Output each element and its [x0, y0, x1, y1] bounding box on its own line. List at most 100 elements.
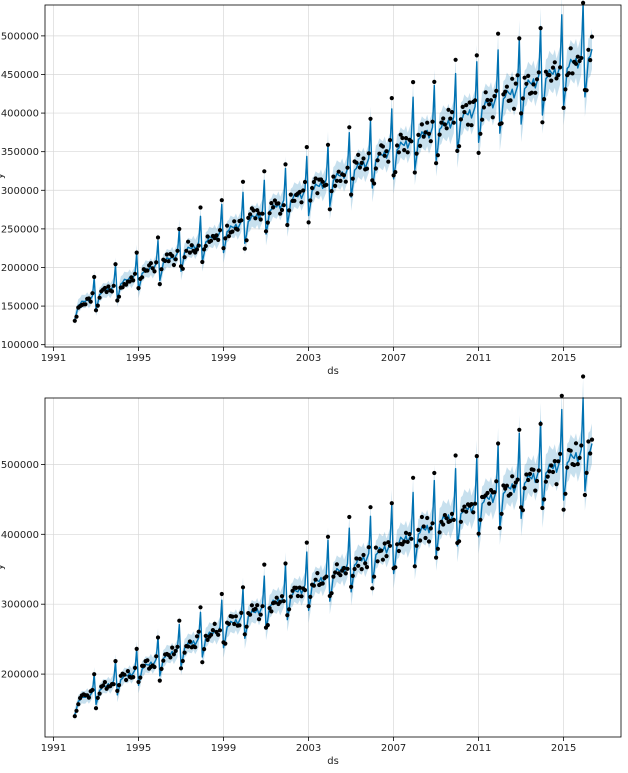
data-point: [515, 73, 520, 78]
data-point: [260, 604, 265, 609]
data-point: [540, 505, 545, 511]
data-point: [526, 73, 531, 78]
data-point: [269, 609, 274, 614]
x-tick-label: 2007: [381, 743, 406, 754]
x-tick-label: 2011: [466, 353, 491, 364]
data-point: [182, 650, 187, 655]
data-point: [92, 672, 97, 677]
data-point: [244, 238, 249, 243]
x-tick-label: 1995: [126, 743, 151, 754]
data-point: [232, 219, 237, 224]
data-point: [588, 58, 593, 63]
data-point: [274, 595, 279, 600]
data-point: [202, 247, 207, 252]
data-point: [288, 594, 293, 599]
chart-top: 100000 150000 200000 250000 300000 350000 4000…: [0, 0, 622, 377]
data-point: [372, 181, 377, 186]
data-point: [565, 465, 570, 470]
uncertainty-band: [74, 0, 592, 326]
data-point: [451, 120, 456, 125]
data-point: [460, 508, 465, 513]
data-point: [570, 71, 575, 76]
data-point: [226, 621, 231, 627]
data-point: [279, 207, 285, 213]
data-point: [533, 90, 538, 95]
data-point: [111, 283, 116, 288]
data-point: [379, 548, 384, 553]
data-point: [299, 200, 304, 205]
data-point: [287, 208, 292, 213]
x-axis-label: ds: [327, 756, 339, 767]
data-point: [242, 246, 247, 251]
data-point: [272, 600, 277, 605]
data-point: [402, 148, 407, 153]
data-point: [568, 448, 573, 453]
data-point: [134, 646, 139, 652]
data-point: [345, 566, 350, 571]
data-point: [409, 139, 414, 144]
data-point: [92, 274, 97, 280]
forecast-line: [74, 2, 593, 320]
data-point: [364, 166, 370, 171]
data-point: [519, 111, 524, 116]
data-point: [198, 605, 203, 610]
data-point: [301, 188, 306, 193]
y-tick-label: 300000: [1, 186, 39, 197]
data-point: [460, 104, 465, 109]
data-point: [244, 624, 249, 629]
data-point: [458, 519, 463, 524]
data-point: [545, 474, 550, 479]
data-point: [513, 81, 518, 86]
x-tick-label: 2011: [466, 743, 491, 754]
data-point: [276, 201, 281, 206]
data-point: [253, 606, 258, 612]
data-point: [361, 156, 366, 161]
data-point: [386, 540, 391, 545]
data-point: [393, 170, 398, 175]
data-point: [487, 102, 492, 107]
data-point: [265, 220, 270, 225]
data-point: [202, 647, 207, 652]
x-tick-label: 1999: [211, 743, 236, 754]
data-point: [524, 472, 529, 477]
data-point: [575, 54, 580, 59]
data-point: [315, 191, 320, 196]
data-point: [345, 165, 350, 170]
data-point: [439, 120, 444, 125]
data-point: [501, 483, 506, 488]
data-point: [389, 501, 394, 506]
data-point: [327, 207, 332, 212]
data-point: [540, 120, 545, 125]
data-point: [425, 515, 430, 521]
data-point: [508, 491, 513, 497]
data-point: [581, 374, 586, 379]
data-point: [136, 286, 141, 291]
data-point: [177, 618, 182, 623]
data-point: [511, 106, 517, 111]
y-tick-label: 250000: [1, 224, 39, 235]
data-point: [88, 299, 93, 304]
data-point: [577, 455, 582, 460]
data-point: [200, 660, 205, 665]
data-point: [184, 248, 189, 253]
data-point: [446, 107, 451, 112]
data-point: [171, 652, 176, 657]
x-tick-label: 2007: [381, 353, 406, 364]
data-point: [313, 577, 318, 582]
data-point: [131, 278, 136, 283]
data-point: [487, 501, 492, 506]
data-point: [334, 178, 339, 183]
data-point: [154, 260, 159, 265]
data-point: [382, 541, 387, 546]
data-point: [504, 84, 509, 89]
data-point: [556, 73, 561, 78]
data-point: [350, 573, 355, 579]
data-point: [382, 153, 387, 158]
data-point: [499, 121, 504, 126]
chart-bottom: 200000 300000 400000 500000 1991 1995 1999 2003…: [0, 374, 622, 767]
data-point: [311, 583, 316, 588]
data-point: [402, 539, 407, 544]
data-point: [366, 545, 371, 550]
data-point: [159, 267, 164, 272]
